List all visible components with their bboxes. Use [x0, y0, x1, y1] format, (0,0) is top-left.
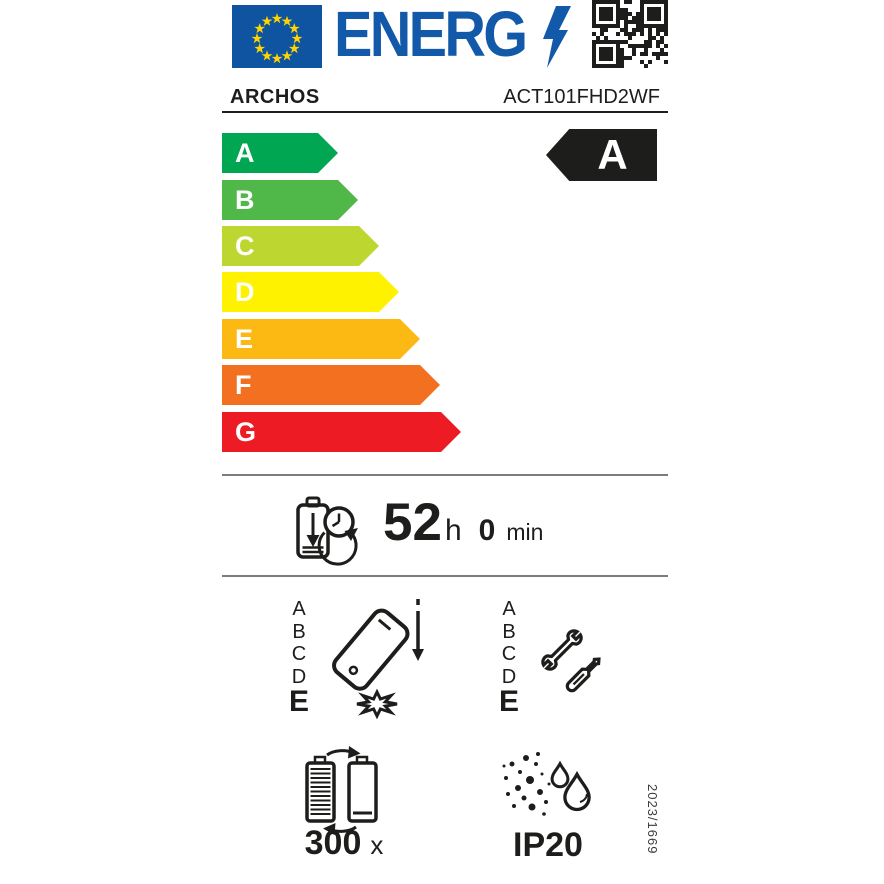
- efficiency-class-d-arrow: D: [222, 272, 399, 312]
- ip-rating: IP20: [513, 826, 583, 864]
- efficiency-class-b-arrow: B: [222, 180, 358, 220]
- class-c-label: C: [235, 231, 255, 261]
- battery-life-value: 52 h 0 min: [383, 492, 543, 553]
- battery-cycles-value: 300 x: [286, 824, 402, 863]
- rated-class-label: A: [597, 131, 628, 178]
- lightning-bolt-icon: [543, 6, 571, 68]
- water-drops: [550, 760, 591, 812]
- repairability-scale: A B C D E: [498, 598, 519, 718]
- divider: [222, 575, 668, 577]
- battery-life-minutes-unit: min: [506, 519, 544, 545]
- battery-cycles-unit: x: [370, 830, 384, 860]
- class-b-label: B: [235, 185, 255, 215]
- battery-cycles-count: 300: [304, 824, 362, 862]
- efficiency-class-g-arrow: G: [222, 412, 461, 452]
- class-g-label: G: [235, 417, 257, 447]
- eu-flag: [232, 5, 322, 68]
- repairability-rated-class: E: [498, 685, 519, 718]
- class-a-label: A: [235, 138, 255, 168]
- class-d-label: D: [235, 277, 255, 307]
- regulation-number: 2023/1669: [645, 784, 660, 855]
- class-f-label: F: [235, 370, 252, 400]
- wrench-screwdriver-icon: [541, 629, 601, 693]
- battery-life-hours-unit: h: [444, 514, 462, 547]
- battery-life-hours: 52: [383, 493, 442, 552]
- efficiency-class-c-arrow: C: [222, 226, 379, 266]
- qr-code: [592, 0, 668, 68]
- dust-water-icon: [502, 752, 591, 816]
- brand-name: ARCHOS: [230, 86, 320, 108]
- dust-particles: [502, 752, 551, 816]
- efficiency-class-a-arrow: A: [222, 133, 338, 173]
- divider: [222, 111, 668, 113]
- battery-cycle-icon: [305, 746, 378, 835]
- energ-logo: ENERG: [334, 0, 528, 70]
- eu-flag-stars: [251, 13, 303, 64]
- drop-resistance-rated-class: E: [288, 685, 309, 718]
- rated-class-arrow: A: [546, 129, 657, 181]
- drop-resistance-scale: A B C D E: [288, 598, 309, 718]
- battery-life-minutes: 0: [478, 514, 496, 547]
- model-number: ACT101FHD2WF: [503, 86, 660, 108]
- battery-discharge-clock-icon: [296, 496, 358, 566]
- class-e-label: E: [235, 324, 254, 354]
- efficiency-class-e-arrow: E: [222, 319, 420, 359]
- divider: [222, 474, 668, 476]
- efficiency-class-f-arrow: F: [222, 365, 440, 405]
- phone-drop-icon: [332, 599, 424, 720]
